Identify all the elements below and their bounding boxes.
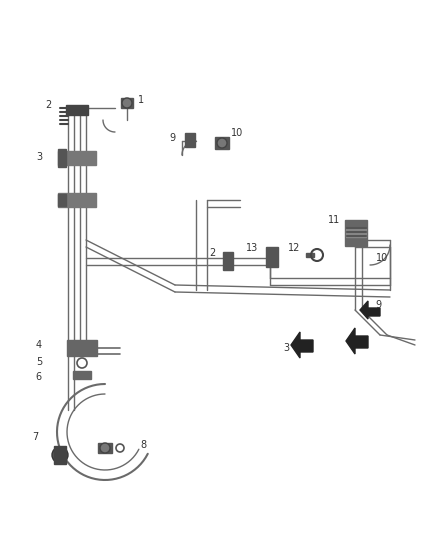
Text: 9: 9 [169,133,175,143]
Bar [66,105,88,115]
Bar [215,137,229,149]
Bar [67,340,97,356]
Bar [346,229,366,237]
Text: 2: 2 [209,248,215,258]
Bar [58,194,66,206]
Circle shape [52,447,68,463]
Bar [58,151,96,165]
Polygon shape [346,328,368,354]
Text: 7: 7 [32,432,38,442]
Bar [54,446,66,464]
Text: 6: 6 [36,372,42,382]
Text: 9: 9 [375,300,381,310]
Text: 5: 5 [36,357,42,367]
Bar [98,443,112,453]
Text: 10: 10 [376,253,388,263]
Bar [58,193,96,207]
Text: 4: 4 [36,340,42,350]
Text: 11: 11 [328,215,340,225]
Text: 12: 12 [288,243,300,253]
Circle shape [122,98,132,108]
Text: 8: 8 [140,440,146,450]
Bar [185,133,195,147]
Bar [121,98,133,108]
Text: 13: 13 [246,243,258,253]
Bar [306,253,314,257]
Circle shape [100,443,110,453]
Polygon shape [360,301,380,319]
Bar [345,220,367,246]
Circle shape [217,138,227,148]
Text: 10: 10 [231,128,243,138]
Bar [266,247,278,267]
Bar [73,371,91,379]
Text: 3: 3 [283,343,289,353]
Bar [223,252,233,270]
Text: 2: 2 [46,100,52,110]
Polygon shape [291,332,313,358]
Text: 1: 1 [138,95,144,105]
Text: 3: 3 [36,152,42,162]
Bar [58,149,66,167]
